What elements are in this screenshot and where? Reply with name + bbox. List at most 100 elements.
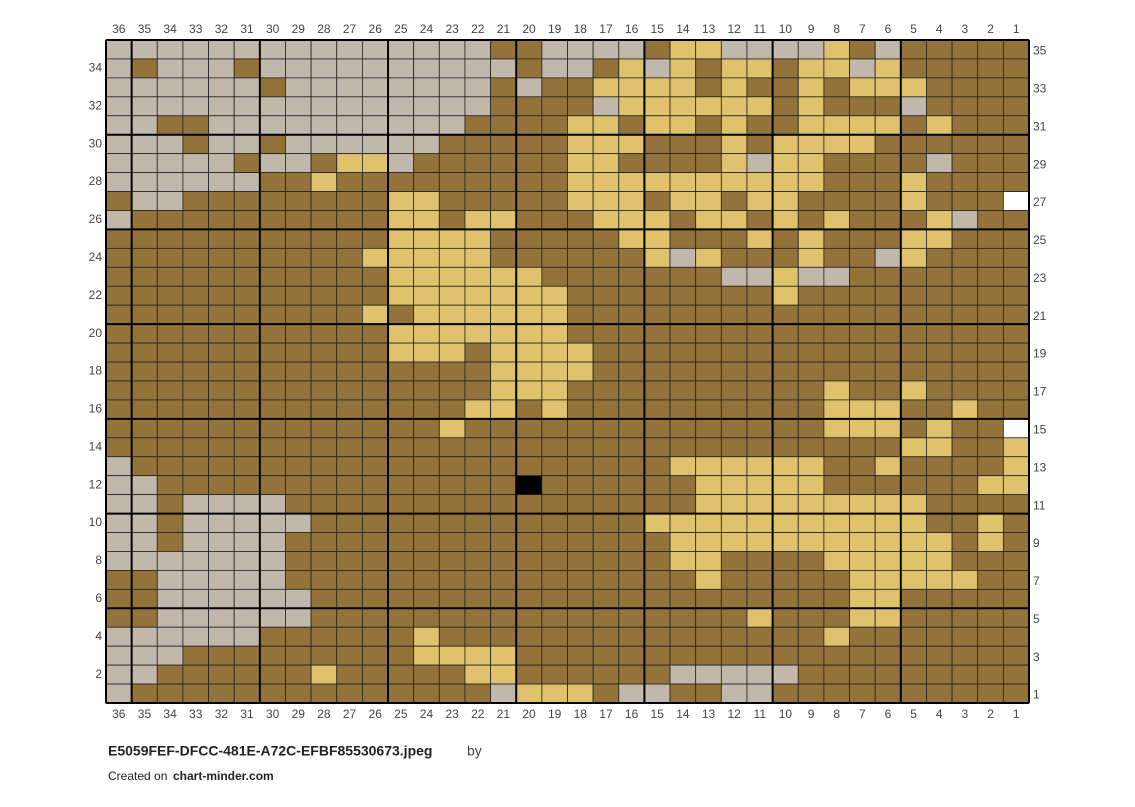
- stitch-cell: [515, 58, 543, 79]
- stitch-cell: [285, 266, 312, 287]
- stitch-cell: [669, 399, 697, 420]
- stitch-cell: [849, 494, 876, 514]
- row-label: 14: [89, 439, 103, 453]
- stitch-cell: [567, 626, 594, 647]
- stitch-cell: [285, 626, 312, 647]
- stitch-cell: [208, 304, 235, 325]
- stitch-cell: [592, 210, 620, 230]
- stitch-cell: [336, 304, 363, 325]
- stitch-cell: [977, 380, 1004, 401]
- stitch-cell: [515, 683, 543, 704]
- stitch-cell: [156, 191, 184, 211]
- stitch-cell: [951, 304, 979, 325]
- stitch-cell: [361, 229, 389, 249]
- stitch-cell: [900, 153, 927, 174]
- stitch-cell: [669, 607, 697, 628]
- stitch-cell: [361, 58, 389, 79]
- stitch-cell: [669, 39, 697, 60]
- stitch-cell: [977, 77, 1004, 98]
- stitch-cell: [361, 664, 389, 685]
- stitch-cell: [797, 551, 825, 571]
- row-label: 31: [1033, 119, 1047, 133]
- stitch-cell: [541, 588, 568, 609]
- stitch-cell: [874, 323, 902, 344]
- stitch-cell: [541, 247, 568, 268]
- stitch-cell: [1002, 607, 1030, 628]
- stitch-cell: [361, 247, 389, 268]
- stitch-cell: [1002, 380, 1030, 401]
- stitch-cell: [951, 437, 979, 458]
- stitch-cell: [720, 172, 748, 192]
- stitch-cell: [618, 456, 645, 477]
- stitch-cell: [900, 645, 927, 666]
- stitch-cell: [592, 588, 620, 609]
- stitch-cell: [977, 494, 1004, 514]
- stitch-cell: [105, 115, 133, 136]
- stitch-cell: [413, 77, 440, 98]
- stitch-cell: [438, 172, 466, 192]
- site-link[interactable]: chart-minder.com: [173, 769, 274, 783]
- stitch-cell: [464, 399, 491, 420]
- stitch-cell: [900, 588, 927, 609]
- stitch-cell: [208, 513, 235, 533]
- stitch-cell: [182, 266, 209, 287]
- stitch-cell: [644, 210, 671, 230]
- stitch-cell: [1002, 96, 1030, 117]
- stitch-cell: [541, 115, 568, 136]
- stitch-cell: [669, 475, 697, 496]
- stitch-cell: [541, 361, 568, 382]
- column-label: 11: [754, 22, 767, 36]
- stitch-cell: [849, 153, 876, 174]
- stitch-cell: [515, 266, 543, 287]
- stitch-cell: [977, 399, 1004, 420]
- stitch-cell: [592, 418, 620, 439]
- stitch-cell: [490, 532, 517, 552]
- stitch-cell: [797, 285, 825, 306]
- column-label: 31: [240, 707, 254, 721]
- stitch-cell: [156, 58, 184, 79]
- stitch-cell: [1002, 58, 1030, 79]
- stitch-cell: [259, 191, 286, 211]
- stitch-cell: [490, 172, 517, 192]
- stitch-cell: [618, 323, 645, 344]
- stitch-cell: [182, 399, 209, 420]
- stitch-cell: [874, 570, 902, 590]
- stitch-cell: [644, 645, 671, 666]
- stitch-cell: [105, 570, 133, 590]
- stitch-cell: [515, 418, 543, 439]
- stitch-cell: [387, 683, 415, 704]
- stitch-cell: [797, 626, 825, 647]
- stitch-cell: [541, 172, 568, 192]
- stitch-cell: [669, 247, 697, 268]
- stitch-cell: [797, 96, 825, 117]
- stitch-cell: [336, 513, 363, 533]
- stitch-cell: [849, 247, 876, 268]
- stitch-cell: [515, 570, 543, 590]
- stitch-cell: [977, 39, 1004, 60]
- stitch-cell: [208, 532, 235, 552]
- stitch-cell: [259, 361, 286, 382]
- stitch-cell: [182, 153, 209, 174]
- stitch-cell: [772, 494, 799, 514]
- stitch-cell: [746, 58, 774, 79]
- stitch-cell: [233, 494, 261, 514]
- stitch-cell: [490, 266, 517, 287]
- stitch-cell: [951, 39, 979, 60]
- stitch-cell: [182, 247, 209, 268]
- stitch-cell: [361, 172, 389, 192]
- stitch-cell: [849, 266, 876, 287]
- stitch-cell: [208, 607, 235, 628]
- stitch-cell: [720, 210, 748, 230]
- column-label: 4: [936, 22, 943, 36]
- stitch-cell: [849, 96, 876, 117]
- stitch-cell: [951, 96, 979, 117]
- stitch-cell: [182, 172, 209, 192]
- stitch-cell: [490, 437, 517, 458]
- stitch-cell: [464, 285, 491, 306]
- stitch-cell: [618, 645, 645, 666]
- stitch-cell: [951, 266, 979, 287]
- stitch-cell: [490, 115, 517, 136]
- stitch-cell: [874, 664, 902, 685]
- stitch-cell: [720, 551, 748, 571]
- row-label: 27: [1033, 195, 1047, 209]
